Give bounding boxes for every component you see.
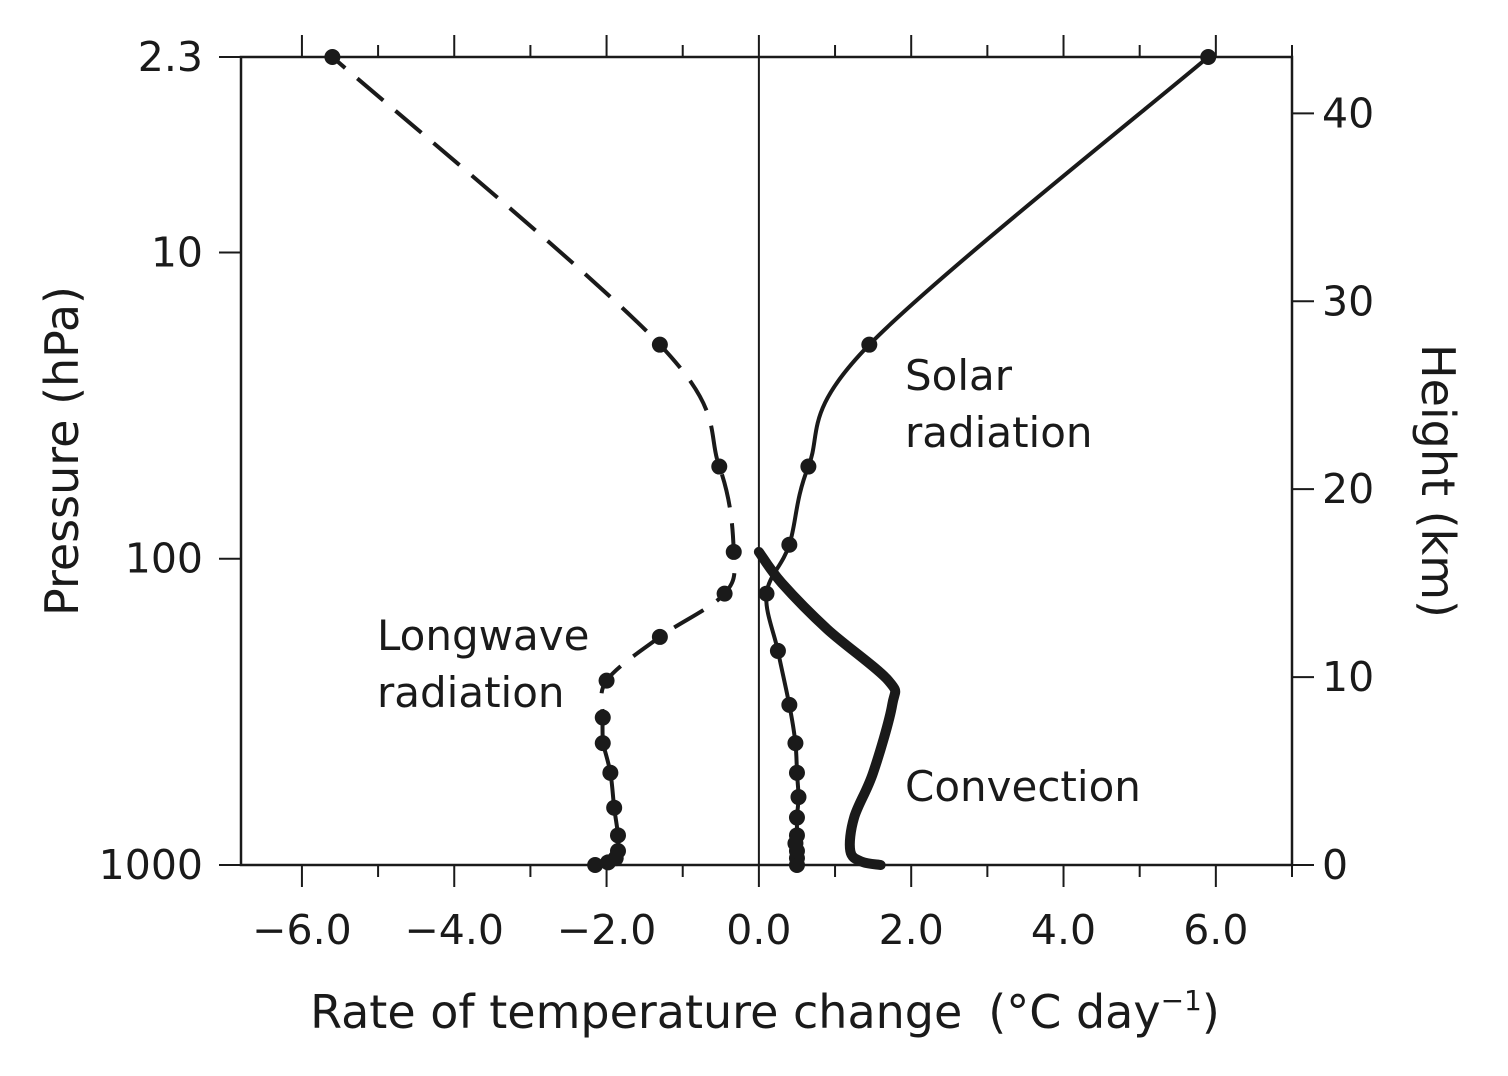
series-line-solar [764, 55, 1210, 866]
annotation-convection: Convection [905, 762, 1141, 811]
annotation-solar-line1: Solar [905, 351, 1013, 400]
y-left-tick-label: 2.3 [138, 33, 203, 81]
x-axis-title: Rate of temperature change (°C day−1) [310, 984, 1220, 1039]
x-tick-label: 4.0 [1031, 906, 1096, 954]
curves-group [331, 55, 1210, 870]
markers-group [324, 49, 1217, 873]
data-point-longwave [324, 49, 341, 65]
ticks-group: −6.0 −4.0 −2.0 0.0 2.0 4.0 6.0 2.3 10 100 1000 0 10 2… [99, 33, 1375, 954]
data-point-longwave [725, 543, 742, 560]
data-point-solar [781, 696, 798, 713]
x-tick-label: 2.0 [879, 906, 944, 954]
data-point-longwave [609, 827, 626, 844]
data-point-solar [769, 642, 786, 659]
data-point-longwave [606, 799, 623, 816]
data-point-longwave [651, 336, 668, 353]
x-axis-title-unit: (°C day [988, 985, 1160, 1039]
y-left-tick-label: 1000 [99, 841, 203, 889]
data-point-solar [788, 809, 805, 826]
x-tick-label: −2.0 [557, 906, 657, 954]
annotation-solar-line2: radiation [905, 408, 1093, 457]
x-axis-title-main: Rate of temperature change [310, 985, 962, 1039]
y-right-tick-label: 30 [1322, 277, 1374, 325]
data-point-solar [787, 735, 804, 752]
y-right-tick-label: 20 [1322, 465, 1374, 513]
x-tick-label: −6.0 [252, 906, 352, 954]
data-point-solar [788, 764, 805, 781]
data-point-longwave [609, 842, 626, 859]
x-tick-label: 6.0 [1183, 906, 1248, 954]
data-point-solar [788, 827, 805, 844]
data-point-longwave [598, 672, 615, 689]
data-point-longwave [711, 458, 728, 475]
x-tick-label: 0.0 [726, 906, 791, 954]
data-point-solar [861, 336, 878, 353]
data-point-longwave [716, 585, 733, 602]
data-point-solar [1200, 49, 1217, 65]
y-axis-left-title: Pressure (hPa) [35, 286, 89, 616]
y-left-tick-label: 100 [125, 535, 203, 583]
data-point-solar [790, 789, 807, 806]
data-point-longwave [587, 857, 604, 873]
y-right-tick-label: 40 [1322, 89, 1374, 137]
annotation-longwave-line1: Longwave [377, 611, 589, 660]
y-right-tick-label: 0 [1322, 841, 1348, 889]
data-point-longwave [602, 764, 619, 781]
data-point-solar [800, 458, 817, 475]
y-right-tick-label: 10 [1322, 653, 1374, 701]
data-point-longwave [594, 735, 611, 752]
x-tick-label: −4.0 [404, 906, 504, 954]
annotation-longwave-line2: radiation [377, 668, 565, 717]
x-axis-title-unit-close: ) [1202, 985, 1220, 1039]
series-line-convection [753, 546, 901, 870]
plot-frame [239, 55, 1294, 867]
data-point-longwave [651, 628, 668, 645]
data-point-solar [781, 536, 798, 553]
data-point-longwave [594, 709, 611, 726]
data-point-solar [758, 585, 775, 602]
y-left-tick-label: 10 [151, 228, 203, 276]
y-axis-right-title: Height (km) [1411, 344, 1465, 618]
x-axis-title-exponent: −1 [1161, 984, 1202, 1017]
